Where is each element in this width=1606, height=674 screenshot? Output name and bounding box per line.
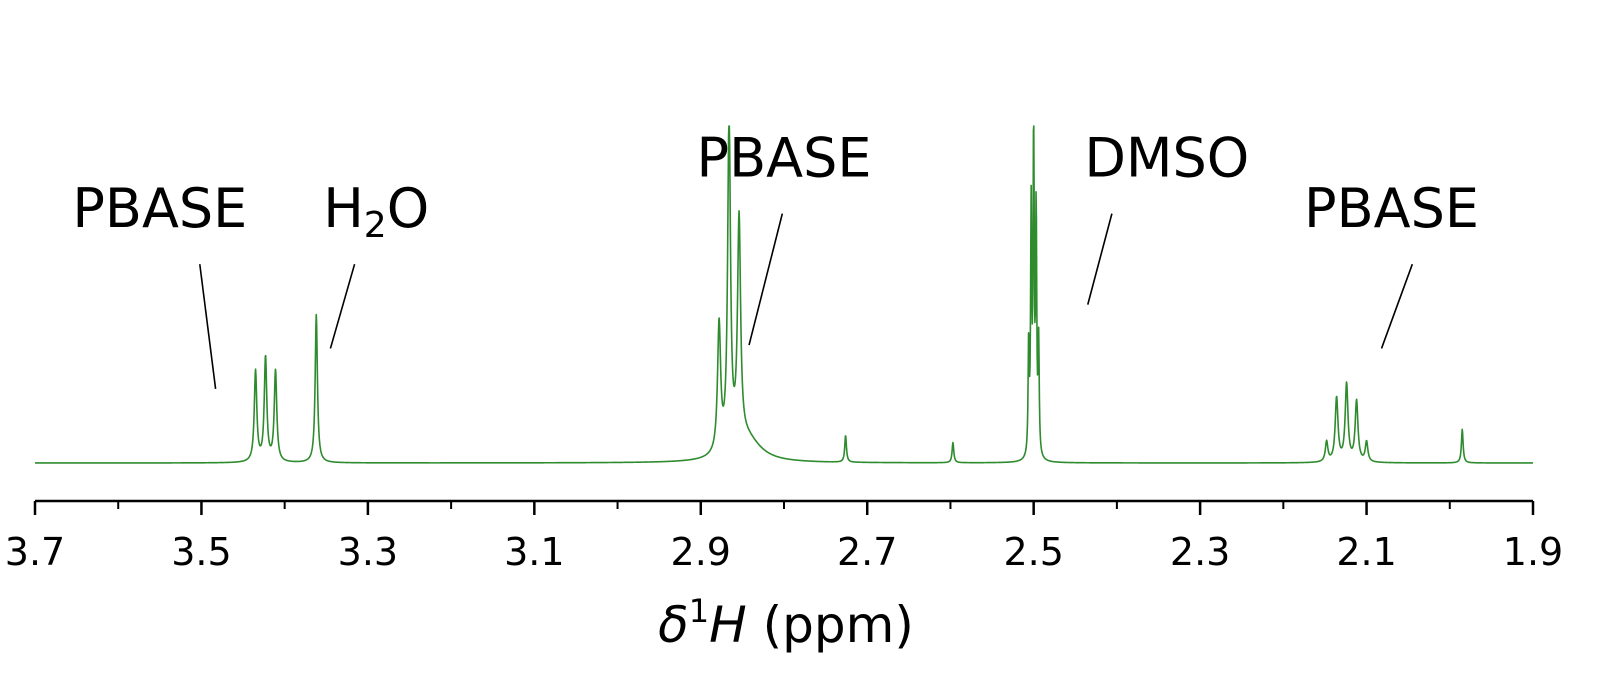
x-axis-ticks: 3.7 3.5 3.3 3.1 2.9 2.7 2.5 2.3 2.1 1.9	[5, 501, 1563, 574]
x-axis-label-delta: δ	[658, 596, 689, 654]
x-tick-label: 1.9	[1503, 530, 1563, 574]
x-tick-label: 2.3	[1170, 530, 1230, 574]
annotation-text: PBASE	[72, 177, 247, 240]
annotation-text: H	[323, 177, 364, 240]
annotation-text-after: O	[387, 177, 430, 240]
x-tick-label: 2.5	[1003, 530, 1063, 574]
x-axis-label-nucleus: H	[709, 596, 747, 654]
peak-annotation-label: H2O	[323, 177, 429, 246]
annotation-text: PBASE	[697, 127, 872, 190]
peak-annotation-label: PBASE	[1304, 177, 1479, 240]
peak-annotation-label: PBASE	[72, 177, 247, 240]
x-tick-label: 3.7	[5, 530, 65, 574]
x-tick-label: 2.1	[1336, 530, 1396, 574]
x-tick-label: 3.1	[504, 530, 564, 574]
x-tick-label: 3.3	[338, 530, 398, 574]
annotation-leader-line	[329, 263, 356, 349]
spectrum-trace	[34, 125, 1534, 464]
peak-annotation-label: DMSO	[1084, 127, 1249, 190]
peak-annotations: PBASE H2O PBASE DMSO PBASE	[72, 127, 1479, 389]
annotation-subscript: 2	[364, 205, 387, 246]
x-axis-label: δ1H (ppm)	[658, 592, 914, 654]
annotation-leader-line	[198, 264, 217, 389]
annotation-text: PBASE	[1304, 177, 1479, 240]
annotation-leader-line	[748, 213, 784, 346]
x-tick-label: 2.7	[837, 530, 897, 574]
annotation-leader-line	[1086, 213, 1113, 305]
annotation-leader-line	[1380, 263, 1414, 349]
peak-annotation-label: PBASE	[697, 127, 872, 190]
x-tick-label: 2.9	[671, 530, 731, 574]
x-axis-label-unit: (ppm)	[747, 596, 914, 654]
x-axis-label-superscript: 1	[689, 592, 709, 630]
annotation-text: DMSO	[1084, 127, 1249, 190]
x-tick-label: 3.5	[171, 530, 231, 574]
